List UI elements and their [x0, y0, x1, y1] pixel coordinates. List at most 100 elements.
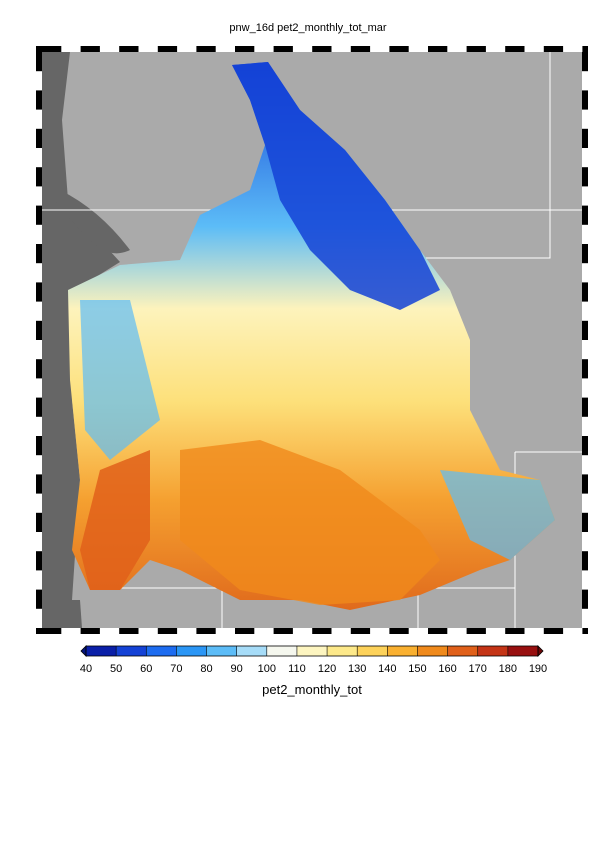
colorbar-segment	[507, 646, 538, 656]
frame-segment	[61, 628, 81, 634]
ocean	[42, 600, 82, 628]
frame-segment	[582, 416, 588, 436]
colorbar-segment	[417, 646, 448, 656]
frame-segment	[36, 148, 42, 168]
frame-segment	[563, 628, 583, 634]
high-region	[180, 440, 440, 605]
frame-segment	[36, 570, 42, 590]
frame-segment	[177, 46, 197, 52]
frame-segment	[582, 301, 588, 321]
frame-segment	[485, 46, 506, 52]
frame-segment	[408, 628, 428, 634]
low-region	[80, 300, 160, 460]
map-title: pnw_16d pet2_monthly_tot_mar	[229, 22, 386, 34]
frame-segment	[138, 46, 158, 52]
colorbar-segment	[296, 646, 328, 656]
frame-segment	[582, 378, 588, 398]
colorbar-segment	[266, 646, 297, 656]
frame-segment	[582, 71, 588, 91]
colorbar-tick-label: 180	[499, 663, 517, 675]
frame-segment	[582, 224, 588, 244]
frame-segment	[447, 46, 467, 52]
frame-segment	[99, 46, 120, 52]
frame-segment	[138, 628, 158, 634]
colorbar-segment	[387, 646, 418, 656]
colorbar-segment	[357, 646, 388, 656]
frame-segment	[36, 224, 42, 244]
frame-segment	[582, 493, 588, 513]
frame-segment	[36, 109, 42, 129]
frame-segment	[215, 628, 235, 634]
colorbar-tick-label: 140	[378, 663, 396, 675]
frame-segment	[370, 628, 390, 634]
frame-segment	[36, 455, 42, 475]
colorbar-tick-label: 150	[408, 663, 426, 675]
map	[36, 46, 588, 634]
frame-segment	[563, 46, 583, 52]
colorbar-tick-label: 80	[200, 663, 212, 675]
colorbar-segment	[146, 646, 177, 656]
colorbar-tick-label: 40	[80, 663, 92, 675]
frame-segment	[254, 628, 274, 634]
colorbar-tick-label: 70	[170, 663, 182, 675]
frame-segment	[582, 340, 588, 360]
frame-segment	[485, 628, 506, 634]
colorbar-segment	[176, 646, 207, 656]
colorbar-tick-label: 90	[231, 663, 243, 675]
colorbar-tick-label: 190	[529, 663, 547, 675]
frame-segment	[36, 71, 42, 91]
frame-segment	[582, 109, 588, 129]
colorbar-segment	[236, 646, 267, 656]
colorbar-tick-label: 160	[438, 663, 456, 675]
colorbar-segment	[327, 646, 358, 656]
frame-segment	[36, 378, 42, 398]
frame-segment	[582, 186, 588, 206]
frame-segment	[370, 46, 390, 52]
colorbar-tick-label: 100	[258, 663, 276, 675]
frame-segment	[99, 628, 120, 634]
frame-segment	[582, 570, 588, 590]
frame-segment	[582, 455, 588, 475]
colorbar: 40 50 60 70 80 90 100 110 120 130 140 150 160 170 180 1…	[80, 645, 547, 675]
frame-segment	[36, 301, 42, 321]
colorbar-segment	[86, 646, 117, 656]
colorbar-segment	[206, 646, 237, 656]
frame-segment	[36, 416, 42, 436]
colorbar-tick-label: 110	[288, 663, 306, 675]
colorbar-segment	[116, 646, 147, 656]
colorbar-tick-label: 170	[469, 663, 487, 675]
colorbar-tick-label: 50	[110, 663, 122, 675]
frame-segment	[582, 148, 588, 168]
low-region	[232, 62, 440, 310]
frame-segment	[447, 628, 467, 634]
frame-segment	[292, 628, 313, 634]
frame-segment	[524, 46, 544, 52]
frame-segment	[582, 532, 588, 552]
frame-segment	[36, 263, 42, 283]
frame-segment	[36, 608, 42, 628]
colorbar-label: pet2_monthly_tot	[262, 682, 362, 697]
frame-segment	[215, 46, 235, 52]
frame-segment	[36, 186, 42, 206]
frame-segment	[331, 46, 351, 52]
frame-segment	[582, 263, 588, 283]
frame-segment	[61, 46, 81, 52]
frame-segment	[408, 46, 428, 52]
frame-segment	[254, 46, 274, 52]
frame-segment	[36, 340, 42, 360]
frame-segment	[36, 532, 42, 552]
colorbar-segment	[477, 646, 508, 656]
colorbar-tick-label: 60	[140, 663, 152, 675]
frame-ticks	[36, 46, 588, 634]
colorbar-tick-label: 130	[348, 663, 366, 675]
frame-segment	[331, 628, 351, 634]
frame-segment	[36, 493, 42, 513]
low-region	[440, 470, 555, 560]
frame-segment	[582, 608, 588, 628]
high-region	[80, 450, 150, 590]
colorbar-tick-label: 120	[318, 663, 336, 675]
frame-segment	[292, 46, 313, 52]
frame-segment	[524, 628, 544, 634]
